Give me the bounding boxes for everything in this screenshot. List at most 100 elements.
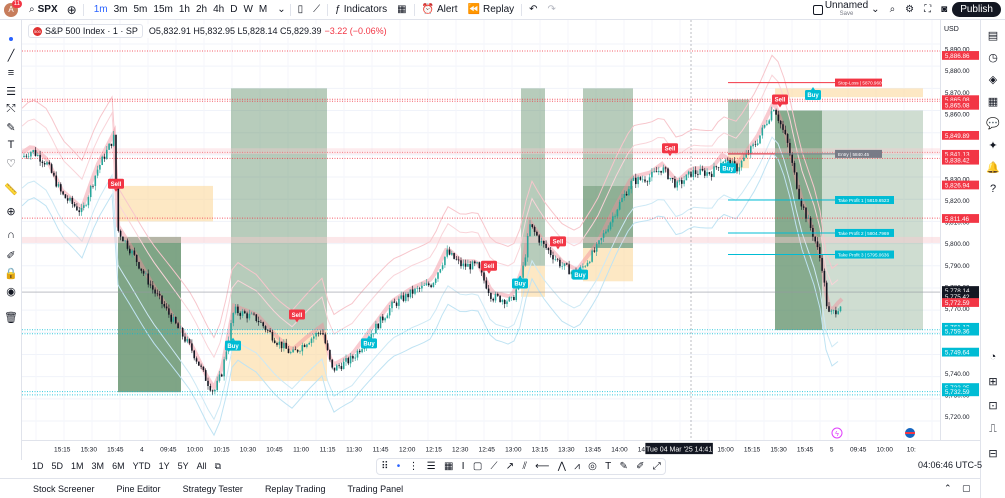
range-6m[interactable]: 6M (112, 461, 125, 471)
timeframe-15m[interactable]: 15m (153, 4, 173, 15)
calendar-range-icon[interactable]: ⧉ (214, 460, 222, 471)
trash-icon[interactable]: 🗑 (4, 311, 18, 324)
trend-lines-icon[interactable]: ⋮ (408, 461, 419, 472)
range-1d[interactable]: 1D (32, 461, 44, 471)
range-3m[interactable]: 3M (91, 461, 105, 471)
candle-body (497, 294, 499, 296)
horizontal-lines-icon[interactable]: ≡ (7, 67, 15, 79)
watchlist-icon[interactable]: ▤ (987, 29, 999, 42)
layers-icon[interactable]: ◈ (988, 73, 998, 86)
trend-line-icon[interactable]: ╱ (7, 49, 15, 62)
tab-strategy-tester[interactable]: Strategy Tester (182, 483, 243, 494)
currency-label[interactable]: USD (944, 26, 959, 33)
expand-icon[interactable]: ⤢ (652, 461, 661, 472)
tab-stock-screener[interactable]: Stock Screener (33, 483, 95, 494)
brush-tool-icon[interactable]: ✎ (619, 461, 628, 472)
time-axis[interactable]: 15:15 15:30 15:45 4 09:45 10:00 10:15 10:30 10:4… (22, 440, 980, 456)
layout-menu[interactable]: Unnamed Save ⌄ (808, 0, 885, 20)
rectangle-icon[interactable]: ▢ (472, 461, 483, 472)
pine-icon[interactable]: ⊞ (988, 375, 998, 388)
zigzag-icon[interactable]: ⩘ (574, 461, 580, 472)
camera-icon[interactable]: ◙ (941, 4, 948, 15)
alert-button[interactable]: ⏰ Alert (421, 4, 458, 15)
tab-pine-editor[interactable]: Pine Editor (116, 483, 161, 494)
templates-icon[interactable]: ▦ (397, 4, 407, 15)
help-icon[interactable]: ? (989, 183, 997, 195)
symbol-title[interactable]: 500 S&P 500 Index · 1 · SP (28, 24, 143, 38)
timeframe-1h[interactable]: 1h (178, 4, 190, 15)
add-symbol-icon[interactable]: ⊕ (66, 2, 77, 17)
cursor-icon[interactable] (4, 32, 18, 46)
grid-icon[interactable]: ⊟ (988, 447, 998, 460)
grid-tool-icon[interactable]: ▦ (443, 461, 454, 472)
collapse-panel-icon[interactable]: ⌃ (944, 483, 952, 493)
data-window-icon[interactable]: ◔ (989, 351, 997, 363)
brush-icon[interactable]: ✎ (6, 121, 16, 134)
timeframe-W[interactable]: W (243, 4, 253, 15)
cursor-dot-icon[interactable]: • (396, 461, 401, 472)
timeframe-1m[interactable]: 1m (93, 4, 108, 15)
timeframe-2h[interactable]: 2h (195, 4, 208, 15)
zoom-in-icon[interactable]: ⊕ (6, 205, 16, 218)
candle-type-icon[interactable]: ▯ (297, 4, 304, 15)
undo-icon[interactable]: ↶ (529, 4, 538, 15)
alerts-clock-icon[interactable]: ◷ (988, 51, 998, 64)
tab-trading-panel[interactable]: Trading Panel (347, 483, 404, 494)
hotlist-icon[interactable]: ⎍ (989, 422, 997, 435)
channel-icon[interactable]: ⫽ (522, 461, 527, 472)
text-t-icon[interactable]: T (605, 461, 612, 472)
tab-replay-trading[interactable]: Replay Trading (264, 483, 326, 494)
fullscreen-icon[interactable]: ⛶ (924, 4, 932, 15)
lock-icon[interactable]: 🔒 (4, 267, 18, 280)
maximize-panel-icon[interactable]: ▢ (962, 483, 971, 493)
symbol-search[interactable]: ⌕ SPX (24, 0, 63, 20)
redo-icon[interactable]: ↷ (547, 4, 556, 15)
quick-search-icon[interactable]: ⌕ (889, 4, 896, 15)
candle-body (204, 370, 207, 381)
timeframe-D[interactable]: D (230, 4, 238, 15)
text-tool-icon[interactable]: Ⅰ (461, 461, 465, 472)
heart-icon[interactable]: ♡ (6, 157, 16, 170)
settings-icon[interactable]: ⚙ (905, 4, 915, 15)
indicators-button[interactable]: ƒ Indicators (335, 4, 388, 15)
line-chart-icon[interactable]: ⟋ (313, 4, 321, 15)
bell-icon[interactable]: 🔔 (986, 161, 1000, 174)
ray-icon[interactable]: ↗ (505, 461, 515, 472)
arrow-icon[interactable]: ⟵ (535, 461, 550, 472)
pattern-icon[interactable]: ⤲ (6, 102, 16, 115)
pen-icon[interactable]: ✐ (636, 461, 645, 472)
range-all[interactable]: All (196, 461, 207, 471)
timeframe-3m[interactable]: 3m (113, 4, 128, 15)
timeframe-4h[interactable]: 4h (213, 4, 225, 15)
range-1m[interactable]: 1M (71, 461, 84, 471)
timeframe-5m[interactable]: 5m (133, 4, 148, 15)
ruler-icon[interactable]: 📏 (4, 183, 18, 196)
lock-drawing-icon[interactable]: ✐ (6, 249, 16, 262)
calendar-icon[interactable]: ▦ (987, 95, 999, 108)
range-5y[interactable]: 5Y (177, 461, 189, 471)
fib-icon[interactable]: ☰ (426, 461, 436, 472)
clock-timezone[interactable]: 04:06:46 UTC-5 (918, 460, 983, 470)
timeframe-dropdown-icon[interactable]: ⌄ (277, 4, 286, 15)
circle-icon[interactable]: ◎ (588, 461, 597, 472)
user-avatar[interactable]: A 11 (4, 0, 22, 17)
price-axis[interactable]: 5,890.005,880.005,870.005,860.005,850.00… (940, 20, 980, 440)
eye-icon[interactable]: ◉ (6, 285, 16, 298)
magnet-icon[interactable]: ∩ (7, 229, 15, 241)
line-tool-icon[interactable]: ⟋ (490, 461, 498, 472)
range-1y[interactable]: 1Y (158, 461, 170, 471)
publish-button[interactable]: Publish (952, 2, 1001, 17)
price-chart[interactable]: Stop-Loss | 5870.9609 Entry | 5840.45 Take… (22, 20, 940, 440)
drag-handle-icon[interactable]: ⠿ (381, 461, 389, 472)
replay-button[interactable]: ⏪ Replay (467, 4, 515, 15)
text-icon[interactable]: T (7, 139, 15, 151)
chat-icon[interactable]: 💬 (986, 117, 1000, 130)
timeframe-M[interactable]: M (258, 4, 268, 15)
object-tree-icon[interactable]: ⊡ (988, 399, 998, 412)
range-ytd[interactable]: YTD (132, 461, 151, 471)
polyline-icon[interactable]: ⋀ (557, 461, 566, 472)
fib-retracement-icon[interactable]: ☰ (6, 85, 16, 98)
lightning-icon[interactable] (831, 427, 843, 439)
range-5d[interactable]: 5D (51, 461, 64, 471)
ideas-icon[interactable]: ✦ (988, 139, 998, 152)
